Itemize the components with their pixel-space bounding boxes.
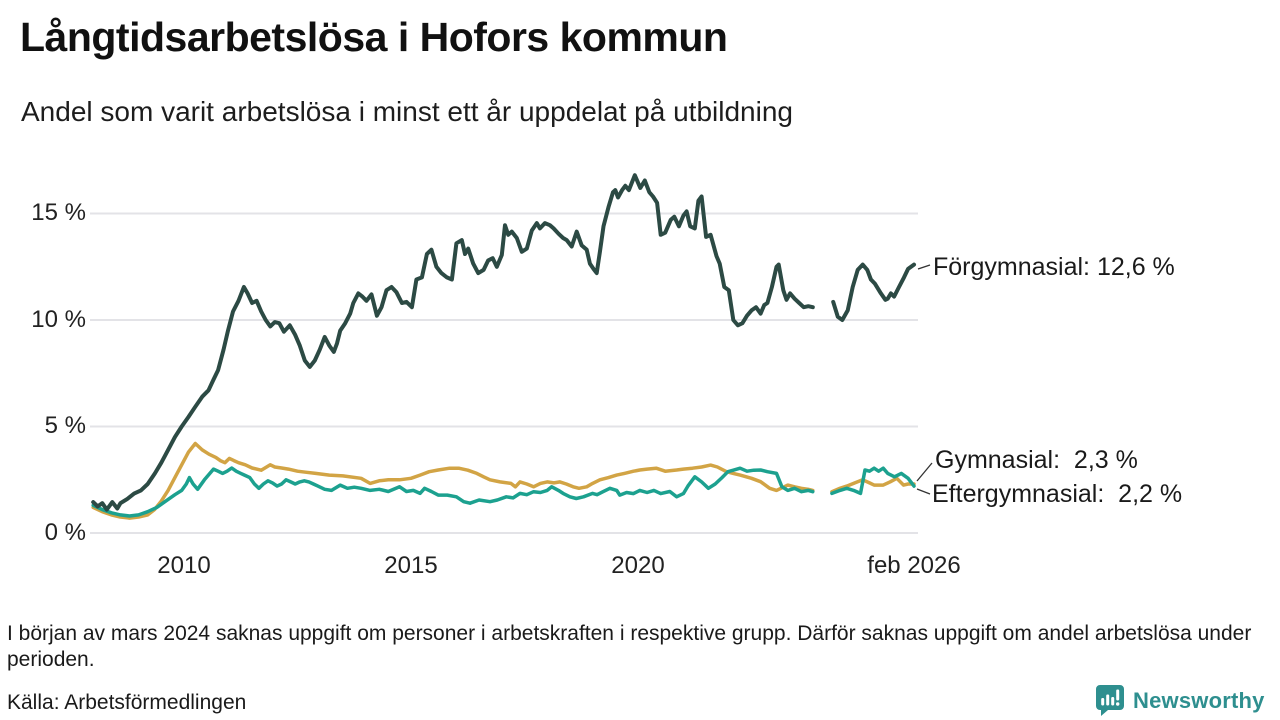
x-tick-2010: 2010: [157, 552, 211, 579]
x-tick-2015: 2015: [384, 552, 438, 579]
series-line-eftergymnasial: [91, 466, 916, 518]
source-note: Källa: Arbetsförmedlingen: [7, 691, 247, 714]
y-tick-15: 15 %: [31, 199, 86, 226]
page-subtitle: Andel som varit arbetslösa i minst ett å…: [21, 96, 793, 127]
y-tick-5: 5 %: [44, 412, 86, 439]
footnote: I början av mars 2024 saknas uppgift om …: [7, 622, 1252, 671]
series-line-gymnasial: [91, 441, 916, 520]
newsworthy-chart-bubble-icon: [1095, 684, 1125, 717]
y-tick-0: 0 %: [44, 519, 86, 546]
label-connector-lines: [916, 264, 933, 495]
series-line-forgymnasial: [91, 173, 916, 512]
newsworthy-logo[interactable]: Newsworthy: [1095, 684, 1265, 717]
series-label-eftergymnasial: Eftergymnasial: 2,2 %: [932, 480, 1183, 508]
gridlines: [90, 212, 918, 534]
y-tick-10: 10 %: [31, 306, 86, 333]
series-label-gymnasial: Gymnasial: 2,3 %: [935, 446, 1138, 474]
x-tick-feb2026: feb 2026: [867, 552, 961, 579]
newsworthy-wordmark: Newsworthy: [1133, 687, 1265, 713]
series-lines: [91, 173, 916, 520]
x-tick-2020: 2020: [611, 552, 665, 579]
series-label-forgymnasial: Förgymnasial: 12,6 %: [933, 253, 1175, 281]
page-title: Långtidsarbetslösa i Hofors kommun: [20, 14, 728, 60]
